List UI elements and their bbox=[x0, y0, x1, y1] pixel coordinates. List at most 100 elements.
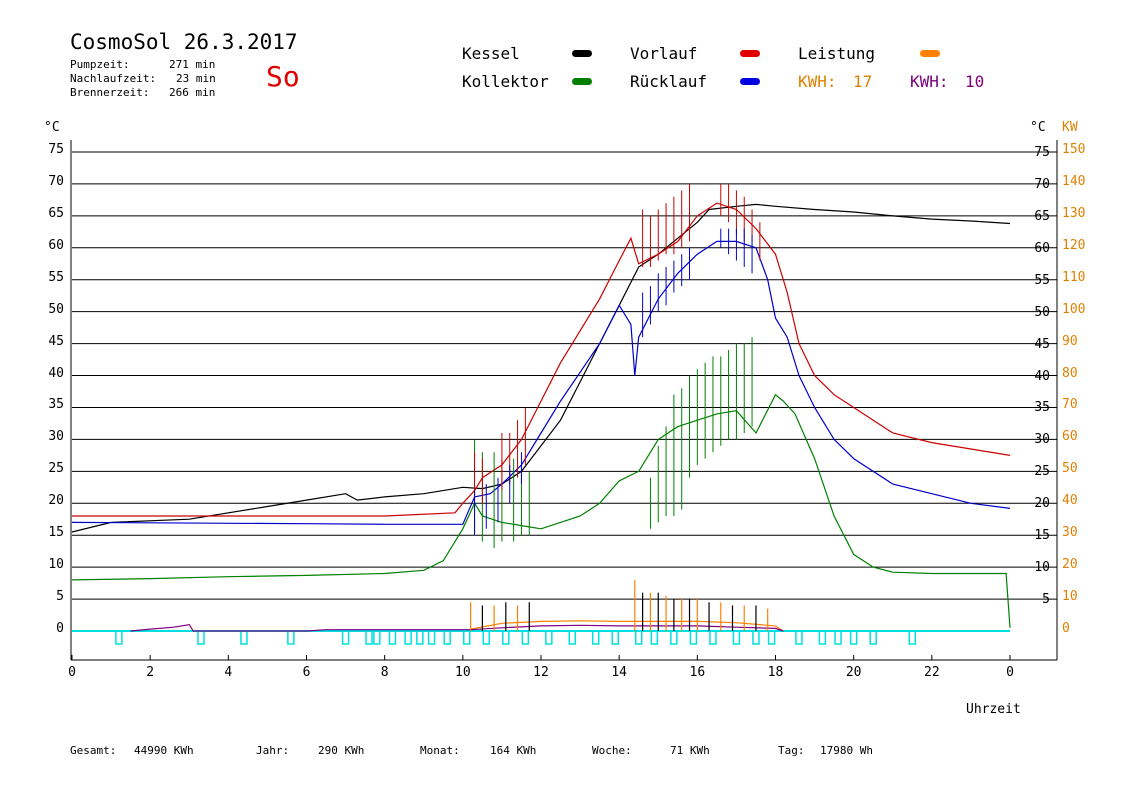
y-tick-right-35: 35 bbox=[1034, 400, 1050, 416]
y-tick-left-75: 75 bbox=[48, 142, 64, 157]
brennerzeit-label: Brennerzeit: bbox=[70, 86, 150, 99]
kw-tick-10: 10 bbox=[1062, 589, 1078, 605]
y-tick-right-60: 60 bbox=[1034, 240, 1050, 256]
y-tick-right-5: 5 bbox=[1042, 592, 1050, 608]
y-tick-left-15: 15 bbox=[48, 525, 64, 541]
y-tick-right-75: 75 bbox=[1034, 145, 1050, 160]
chart-grid bbox=[72, 151, 1057, 632]
brennerzeit-value: 266 min bbox=[169, 86, 216, 99]
y-tick-right-25: 25 bbox=[1034, 464, 1050, 480]
x-tick-label-3: 6 bbox=[302, 665, 311, 680]
kw-tick-20: 20 bbox=[1062, 557, 1078, 573]
y-tick-right-50: 50 bbox=[1034, 304, 1050, 320]
x-tick-label-4: 8 bbox=[380, 665, 389, 680]
y-tick-left-45: 45 bbox=[48, 333, 64, 349]
pump-marker bbox=[482, 630, 491, 645]
kw-tick-140: 140 bbox=[1062, 173, 1086, 189]
jahr-label: Jahr: bbox=[256, 744, 290, 757]
y-axis-left-unit: °C bbox=[44, 120, 60, 135]
kw-tick-80: 80 bbox=[1062, 365, 1078, 381]
y-tick-left-35: 35 bbox=[48, 397, 64, 413]
nachlaufzeit-value: 23 min bbox=[176, 72, 216, 85]
legend-ruecklauf-swatch bbox=[740, 78, 760, 85]
kw-tick-70: 70 bbox=[1062, 397, 1078, 413]
kw-tick-150: 150 bbox=[1062, 142, 1086, 157]
pump-marker bbox=[545, 630, 553, 645]
kwh2-value: 10 bbox=[965, 72, 985, 91]
pump-marker bbox=[502, 630, 510, 645]
pump-markers bbox=[115, 630, 917, 645]
pump-marker bbox=[341, 630, 350, 645]
legend-leistung-label: Leistung bbox=[798, 44, 876, 63]
woche-label: Woche: bbox=[592, 744, 632, 757]
pump-marker bbox=[709, 630, 717, 645]
x-tick-label-1: 2 bbox=[146, 665, 155, 680]
y-tick-left-25: 25 bbox=[48, 461, 64, 477]
x-tick-label-6: 12 bbox=[533, 665, 549, 680]
kw-tick-120: 120 bbox=[1062, 237, 1086, 253]
x-tick-label-10: 20 bbox=[845, 665, 862, 680]
chart-series bbox=[71, 183, 1011, 632]
pump-marker bbox=[197, 630, 205, 645]
series-ruecklauf bbox=[71, 240, 1011, 525]
y-tick-left-30: 30 bbox=[48, 429, 64, 445]
gesamt-value: 44990 KWh bbox=[134, 744, 194, 757]
kw-tick-110: 110 bbox=[1062, 269, 1086, 285]
pumpzeit-value: 271 min bbox=[169, 58, 216, 71]
y-tick-right-70: 70 bbox=[1034, 176, 1050, 192]
y-tick-left-10: 10 bbox=[48, 557, 64, 573]
pump-marker bbox=[416, 630, 424, 645]
nachlaufzeit-label: Nachlaufzeit: bbox=[70, 72, 157, 85]
pump-marker bbox=[650, 630, 659, 645]
y-tick-right-45: 45 bbox=[1034, 336, 1050, 352]
series-vorlauf bbox=[72, 202, 1011, 517]
kwh1-value: 17 bbox=[853, 72, 873, 91]
legend-vorlauf-label: Vorlauf bbox=[630, 44, 698, 63]
tag-value: 17980 Wh bbox=[820, 744, 873, 757]
x-tick-label-8: 16 bbox=[689, 665, 706, 680]
pump-marker bbox=[404, 630, 412, 645]
pump-marker bbox=[388, 630, 397, 645]
kw-tick-100: 100 bbox=[1062, 301, 1086, 317]
y-tick-right-20: 20 bbox=[1034, 496, 1050, 512]
legend-kollektor-label: Kollektor bbox=[462, 72, 549, 91]
pump-marker bbox=[849, 630, 858, 645]
kw-axis-unit: KW bbox=[1062, 120, 1078, 135]
pump-marker bbox=[634, 630, 643, 645]
pump-marker bbox=[462, 630, 471, 645]
legend-leistung-swatch bbox=[920, 50, 940, 57]
pump-marker bbox=[115, 630, 123, 645]
pump-marker bbox=[240, 630, 248, 645]
legend-kessel-label: Kessel bbox=[462, 44, 520, 63]
legend-kollektor-swatch bbox=[572, 78, 592, 85]
pump-marker bbox=[670, 630, 678, 645]
pump-marker bbox=[521, 630, 530, 645]
kwh1-label: KWH: bbox=[798, 72, 837, 91]
pump-marker bbox=[795, 630, 803, 645]
pump-marker bbox=[373, 630, 381, 645]
gesamt-label: Gesamt: bbox=[70, 744, 117, 757]
y-tick-left-65: 65 bbox=[48, 205, 64, 221]
y-tick-right-40: 40 bbox=[1034, 368, 1050, 384]
x-tick-label-2: 4 bbox=[224, 665, 233, 680]
kw-tick-0: 0 bbox=[1062, 621, 1070, 636]
pump-marker bbox=[611, 630, 620, 645]
pump-marker bbox=[834, 630, 842, 645]
pump-marker bbox=[568, 630, 577, 645]
pump-marker bbox=[427, 630, 436, 645]
pump-marker bbox=[752, 630, 760, 645]
x-tick-label-0: 0 bbox=[68, 665, 76, 680]
pump-marker bbox=[908, 630, 917, 645]
pump-marker bbox=[591, 630, 600, 645]
y-tick-right-10: 10 bbox=[1034, 560, 1050, 576]
series-kollektor bbox=[71, 393, 1011, 628]
x-tick-label-11: 22 bbox=[924, 665, 940, 680]
monat-label: Monat: bbox=[420, 744, 460, 757]
kw-tick-60: 60 bbox=[1062, 429, 1078, 445]
monat-value: 164 KWh bbox=[490, 744, 537, 757]
series-kessel bbox=[71, 203, 1011, 533]
series-kwh2 bbox=[130, 623, 784, 632]
y-tick-left-40: 40 bbox=[48, 365, 64, 381]
pump-marker bbox=[365, 630, 373, 645]
